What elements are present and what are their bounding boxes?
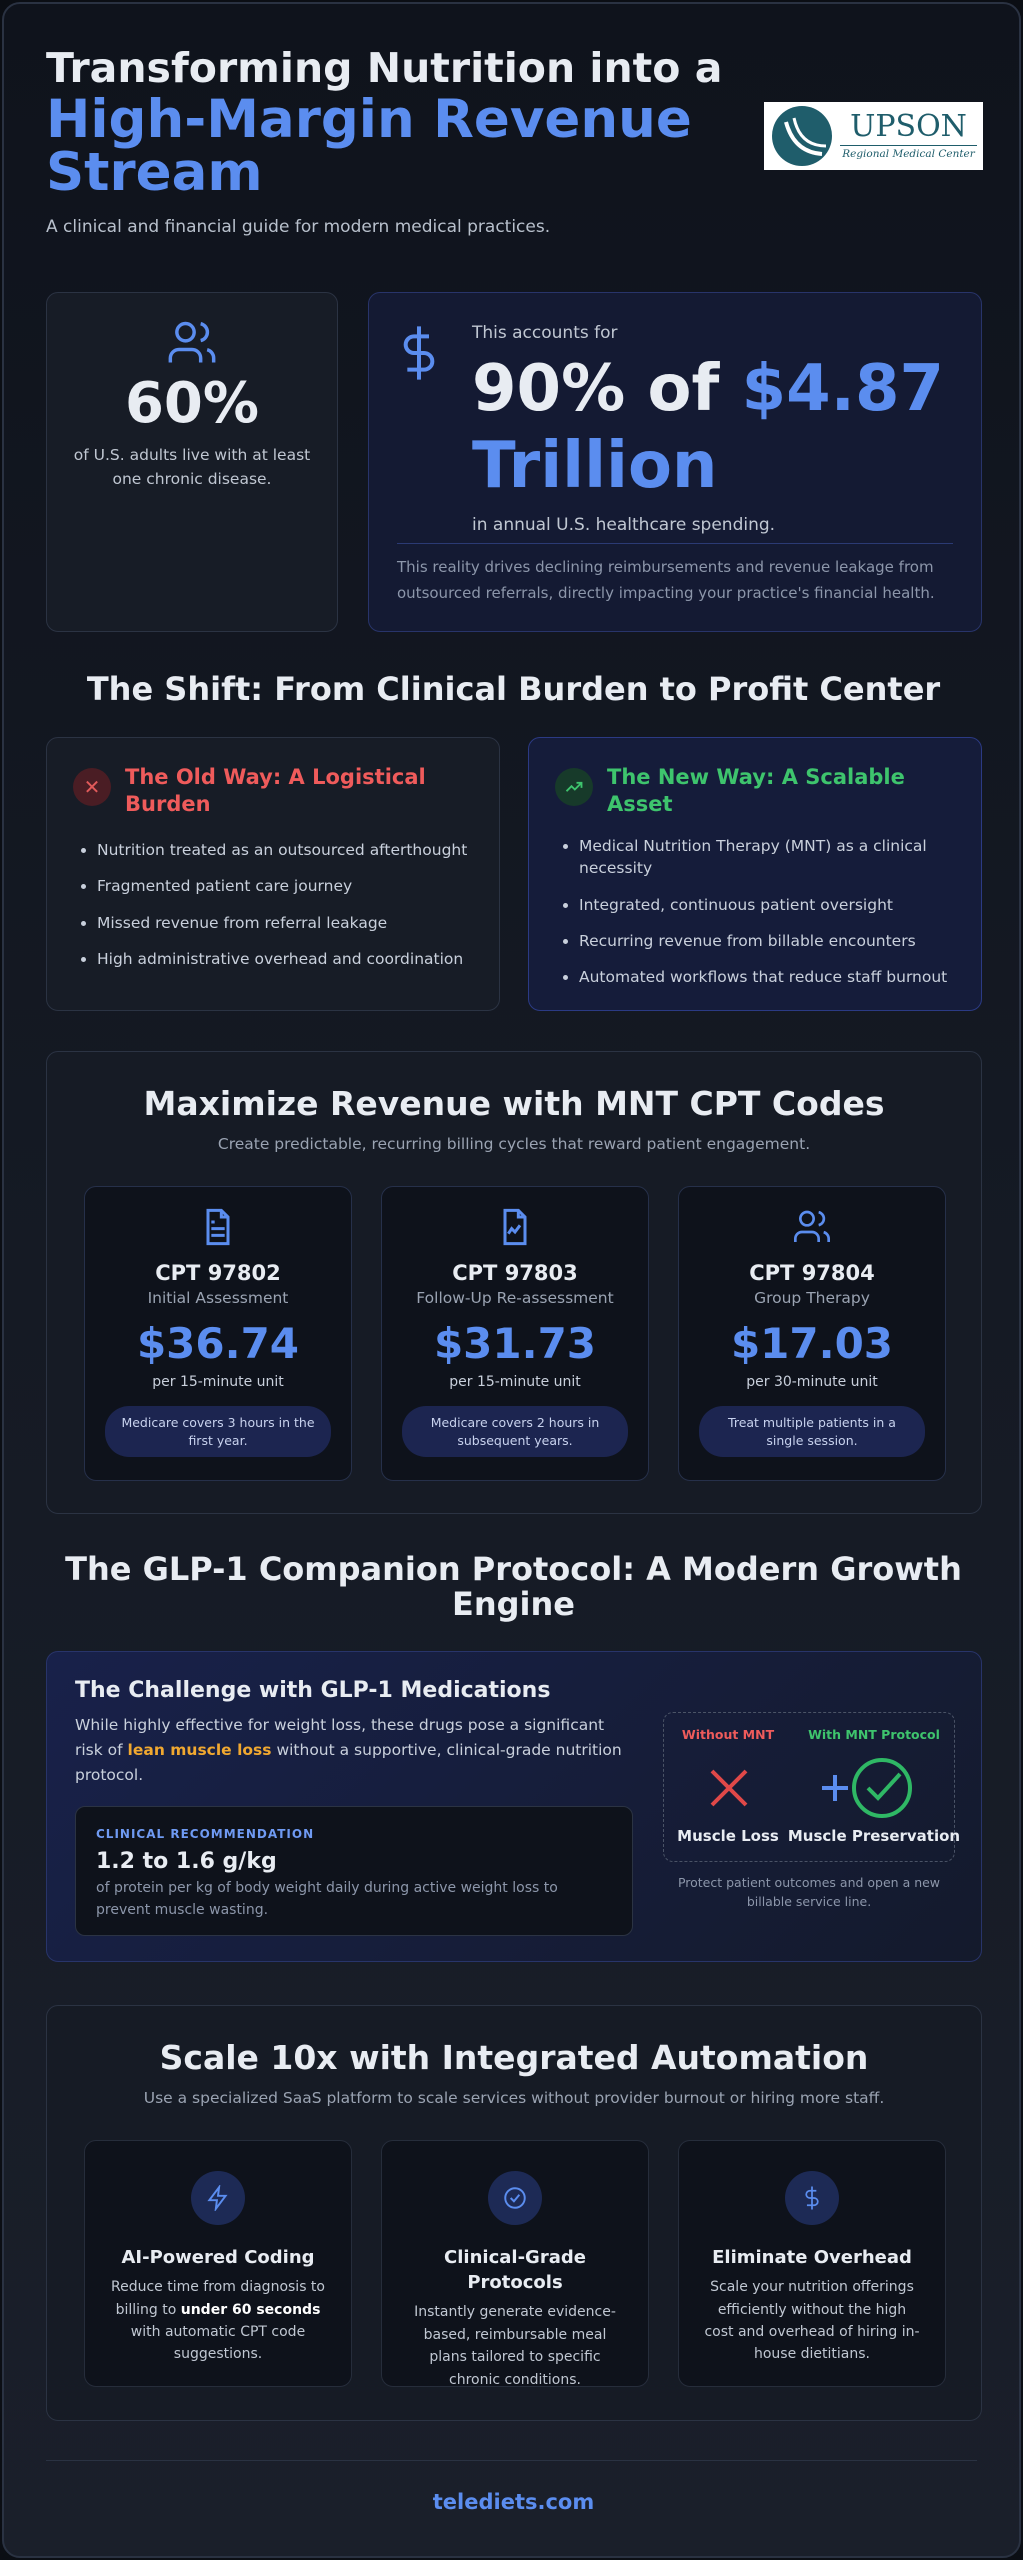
text: While highly effective for weight loss, … (75, 1716, 605, 1759)
stat-text: of U.S. adults live with at least one ch… (73, 445, 311, 489)
old-way-card: ✕ The Old Way: A Logistical Burden Nutri… (46, 737, 500, 1011)
cpt-code: CPT 97803 (452, 1261, 578, 1285)
cpt-card: CPT 97802 Initial Assessment $36.74 per … (84, 1186, 352, 1481)
feature-title: Eliminate Overhead (712, 2247, 912, 2268)
section-title: The GLP-1 Companion Protocol: A Modern G… (65, 1550, 962, 1624)
subtitle: A clinical and financial guide for moder… (46, 217, 551, 238)
stat-lead: This accounts for (472, 323, 618, 343)
challenge-text: While highly effective for weight loss, … (75, 1713, 635, 1787)
logo-mark (772, 106, 832, 166)
cpt-note: Treat multiple patients in a single sess… (699, 1406, 925, 1457)
list-item: Medical Nutrition Therapy (MNT) as a cli… (579, 835, 955, 880)
cpt-note: Medicare covers 3 hours in the first yea… (105, 1406, 331, 1457)
list: Medical Nutrition Therapy (MNT) as a cli… (555, 835, 955, 989)
label: Muscle Loss (677, 1827, 779, 1845)
card-title: The Challenge with GLP-1 Medications (75, 1678, 551, 1703)
stat-value: 90% of (472, 352, 720, 426)
text: without a supportive, clinical-grade nut… (75, 1740, 622, 1784)
highlight: under 60 seconds (180, 2301, 321, 2318)
feature-text: Instantly generate evidence-based, reimb… (414, 2304, 616, 2388)
logo: UPSON Regional Medical Center (764, 102, 983, 170)
cpt-note: Medicare covers 2 hours in subsequent ye… (402, 1406, 628, 1457)
cpt-code: CPT 97804 (749, 1261, 875, 1285)
stat-card-highlight: This accounts for 90% of $4.87 Trillion … (368, 292, 982, 632)
list-item: Recurring revenue from billable encounte… (579, 930, 955, 952)
feature-card: AI-Powered Coding Reduce time from diagn… (84, 2140, 352, 2387)
section-subtitle: Create predictable, recurring billing cy… (217, 1135, 811, 1153)
cpt-unit: per 30-minute unit (746, 1374, 878, 1390)
stat-value-highlight: $4.87 Trillion (472, 352, 944, 503)
cpt-unit: per 15-minute unit (449, 1374, 581, 1390)
cpt-price: $31.73 (433, 1319, 597, 1368)
footer-link[interactable]: telediets.com (432, 2490, 595, 2514)
feature-text: Scale your nutrition offerings efficient… (704, 2279, 920, 2363)
list-item: Missed revenue from referral leakage (97, 912, 473, 934)
title-highlight: High-Margin Revenue Stream (46, 89, 692, 204)
card-title: The Old Way: A Logistical Burden (125, 765, 426, 817)
section-title: Scale 10x with Integrated Automation (159, 2038, 869, 2077)
section-title: The Shift: From Clinical Burden to Profi… (86, 670, 941, 708)
label: Muscle Preservation (787, 1827, 961, 1845)
icon-x: ✕ (73, 768, 111, 806)
text: of protein per kg of body weight daily d… (96, 1880, 558, 1918)
recommendation: CLINICAL RECOMMENDATION 1.2 to 1.6 g/kg … (75, 1806, 633, 1936)
cpt-cards: CPT 97802 Initial Assessment $36.74 per … (84, 1186, 946, 1481)
feature-card: Clinical-Grade Protocols Instantly gener… (381, 2140, 649, 2388)
list-item: Nutrition treated as an outsourced after… (97, 839, 473, 861)
feature-title: AI-Powered Coding (121, 2247, 315, 2268)
cpt-name: Follow-Up Re-assessment (416, 1289, 614, 1307)
icon-dollar (403, 326, 435, 380)
new-way-card: The New Way: A Scalable Asset Medical Nu… (528, 737, 982, 1011)
logo-tagline: Regional Medical Center (840, 145, 977, 160)
list-item: Automated workflows that reduce staff bu… (579, 966, 955, 988)
glp1-card: The Challenge with GLP-1 Medications Whi… (46, 1651, 982, 1962)
comparison: Without MNT With MNT Protocol Muscle Los… (663, 1712, 960, 1862)
feature-text: Reduce time from diagnosis to billing to… (109, 2276, 327, 2366)
feature-card: Eliminate Overhead Scale your nutrition … (678, 2140, 946, 2387)
highlight: lean muscle loss (127, 1740, 272, 1759)
section-title: Maximize Revenue with MNT CPT Codes (143, 1084, 885, 1123)
cpt-price: $17.03 (730, 1319, 894, 1368)
text: with automatic CPT code suggestions. (130, 2323, 306, 2363)
stat-note: This reality drives declining reimbursem… (397, 558, 935, 602)
icon-x (710, 1769, 748, 1807)
cpt-card: CPT 97804 Group Therapy $17.03 per 30-mi… (678, 1186, 946, 1481)
cpt-code: CPT 97802 (155, 1261, 281, 1285)
icon-trend (555, 768, 593, 806)
title: Transforming Nutrition into a (46, 44, 723, 92)
header: Transforming Nutrition into a High-Margi… (46, 44, 726, 237)
label: Without MNT (681, 1727, 775, 1742)
feature-title: Clinical-Grade Protocols (444, 2247, 586, 2294)
list-item: Integrated, continuous patient oversight (579, 894, 955, 916)
icon-check (822, 1758, 912, 1818)
caption: Protect patient outcomes and open a new … (677, 1875, 941, 1909)
cpt-unit: per 15-minute unit (152, 1374, 284, 1390)
label: With MNT Protocol (808, 1727, 940, 1742)
text: Reduce time from diagnosis to billing to (110, 2279, 325, 2318)
stat-value: 60% (124, 371, 260, 436)
card-title: The New Way: A Scalable Asset (607, 765, 905, 817)
list-item: High administrative overhead and coordin… (97, 948, 473, 970)
features: AI-Powered Coding Reduce time from diagn… (84, 2140, 946, 2388)
cpt-price: $36.74 (136, 1319, 300, 1368)
section-subtitle: Use a specialized SaaS platform to scale… (143, 2089, 885, 2107)
logo-name: UPSON (850, 109, 967, 144)
stat-card: 60% of U.S. adults live with at least on… (46, 292, 338, 632)
stat-text: in annual U.S. healthcare spending. (472, 514, 776, 535)
label: CLINICAL RECOMMENDATION (96, 1827, 315, 1841)
cpt-name: Group Therapy (754, 1289, 870, 1307)
list-item: Fragmented patient care journey (97, 875, 473, 897)
cpt-name: Initial Assessment (147, 1289, 289, 1307)
icon-users (168, 321, 216, 363)
value: 1.2 to 1.6 g/kg (96, 1849, 277, 1874)
list: Nutrition treated as an outsourced after… (73, 839, 473, 971)
cpt-card: CPT 97803 Follow-Up Re-assessment $31.73… (381, 1186, 649, 1481)
